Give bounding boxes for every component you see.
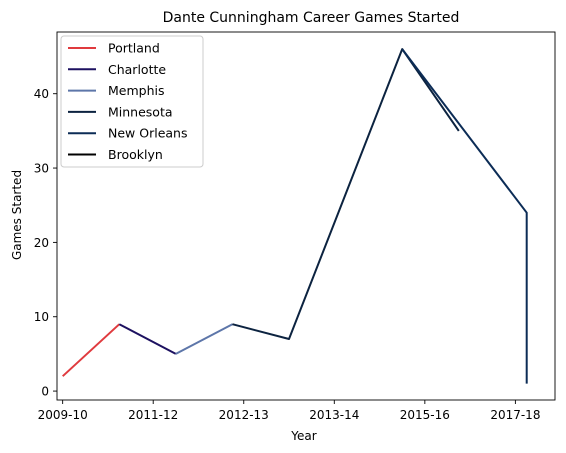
- chart-title: Dante Cunningham Career Games Started: [163, 10, 460, 26]
- series-line-portland: [62, 323, 120, 377]
- x-tick-label: 2009-10: [38, 408, 88, 422]
- y-tick-label: 30: [34, 162, 49, 176]
- series-line-charlotte: [118, 323, 177, 355]
- plot-frame: [56, 31, 556, 401]
- series-line-minnesota: [232, 48, 460, 340]
- y-tick-label: 0: [41, 385, 49, 399]
- legend-box: [60, 35, 204, 168]
- legend-label: Minnesota: [108, 104, 173, 119]
- y-tick-label: 10: [34, 310, 49, 324]
- x-axis-label: Year: [290, 429, 316, 443]
- legend-label: New Orleans: [108, 126, 187, 141]
- legend-label: Brooklyn: [108, 147, 163, 162]
- x-tick-label: 2013-14: [309, 408, 359, 422]
- legend-label: Charlotte: [108, 62, 166, 77]
- x-tick-label: 2011-12: [128, 408, 178, 422]
- y-tick-label: 20: [34, 236, 49, 250]
- x-tick-label: 2015-16: [400, 408, 450, 422]
- y-axis-label: Games Started: [10, 170, 24, 260]
- y-tick-label: 40: [34, 87, 49, 101]
- x-tick-label: 2012-13: [219, 408, 269, 422]
- legend-label: Memphis: [108, 83, 165, 98]
- plot-area: 2009-10 2011-12 2012-13 2013-14 2015-16 2017-…: [34, 31, 556, 422]
- series-line-new-orleans: [401, 48, 528, 384]
- x-tick-label: 2017-18: [490, 408, 540, 422]
- series-line-memphis: [175, 323, 233, 355]
- legend: Portland Charlotte Memphis Minnesota New Orl…: [60, 35, 204, 168]
- legend-label: Portland: [108, 41, 160, 56]
